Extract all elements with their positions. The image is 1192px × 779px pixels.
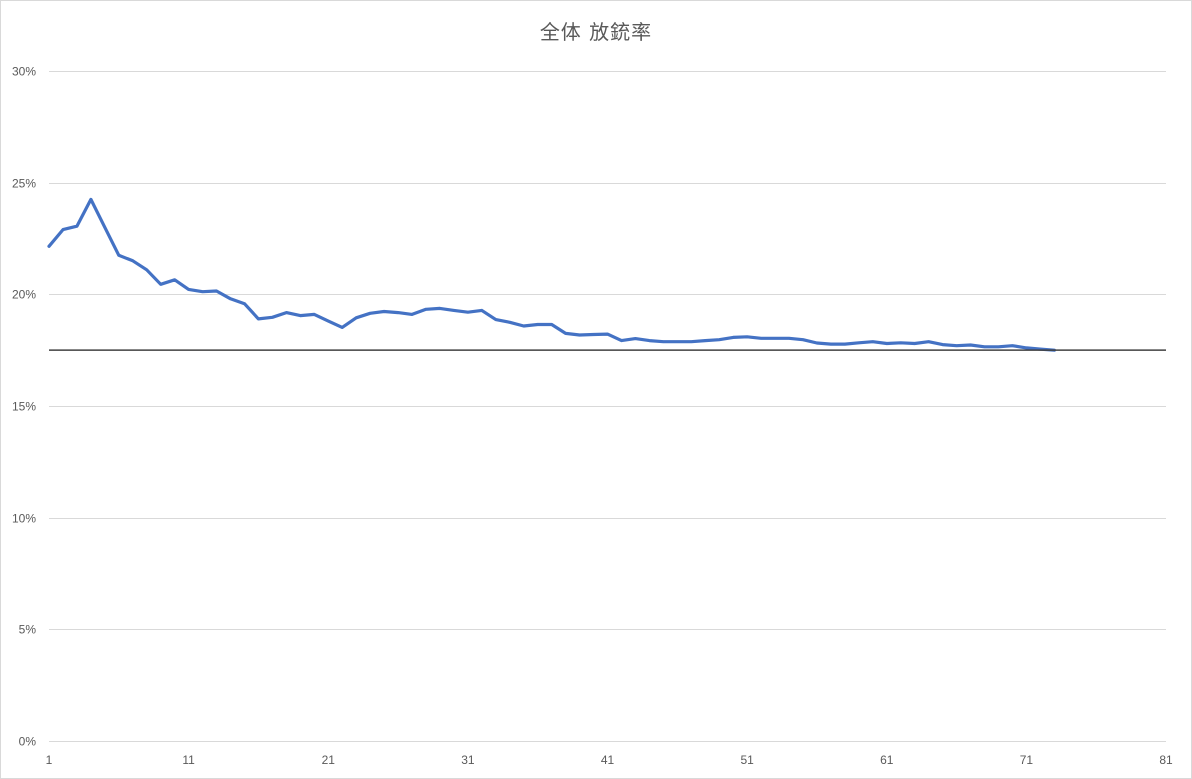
x-tick-label: 11: [182, 753, 195, 767]
x-tick-label: 71: [1020, 753, 1034, 767]
y-tick-label: 15%: [12, 400, 36, 414]
y-tick-label: 5%: [19, 623, 37, 637]
x-axis-tick-labels: 1 11 21 31 41 51 61 71 81: [46, 753, 1173, 767]
x-tick-label: 51: [740, 753, 754, 767]
y-tick-label: 10%: [12, 512, 36, 526]
chart-title: 全体 放銃率: [539, 20, 653, 44]
x-tick-label: 61: [880, 753, 894, 767]
gridlines: [49, 71, 1166, 742]
y-tick-label: 0%: [19, 735, 37, 749]
x-tick-label: 81: [1159, 753, 1173, 767]
x-tick-label: 41: [601, 753, 615, 767]
series-line: [47, 197, 1056, 352]
y-axis-tick-labels: 0% 5% 10% 15% 20% 25% 30%: [12, 65, 36, 749]
x-tick-label: 1: [46, 753, 53, 767]
series-layer: [47, 197, 1056, 352]
y-tick-label: 20%: [12, 288, 36, 302]
x-tick-label: 31: [461, 753, 475, 767]
y-tick-label: 30%: [12, 65, 36, 79]
y-tick-label: 25%: [12, 177, 36, 191]
x-tick-label: 21: [322, 753, 336, 767]
